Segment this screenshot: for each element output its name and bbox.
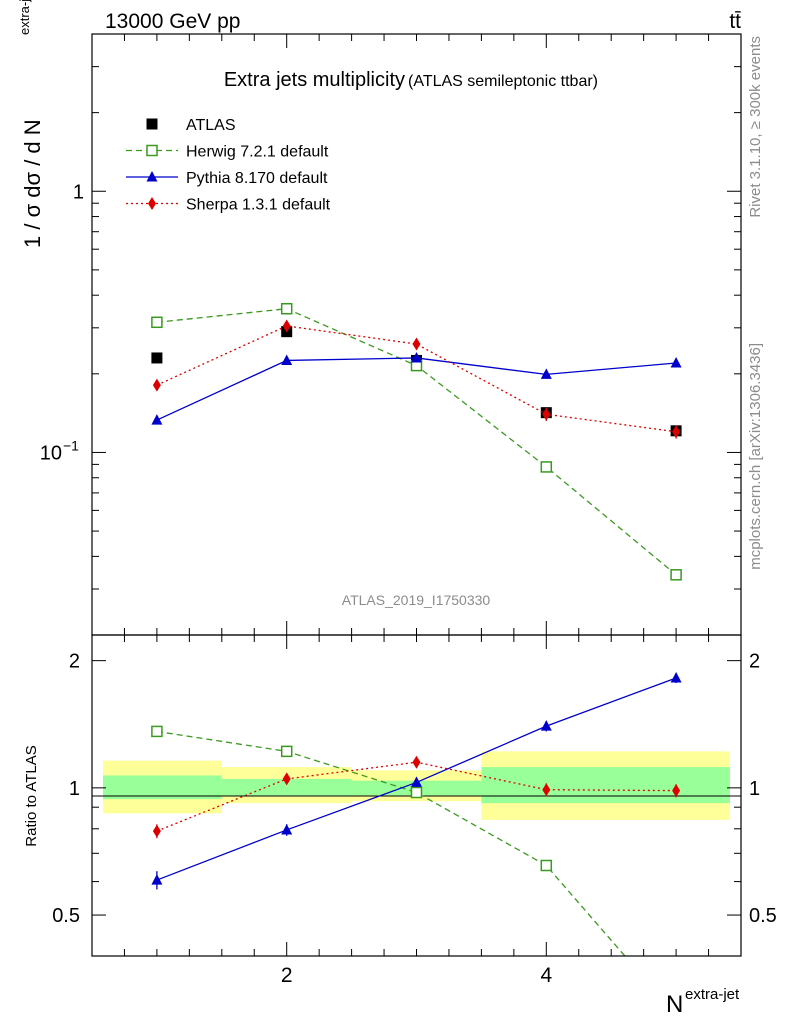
main-panel: 1 10 −1 Extra jets multiplicity (ATLAS sem… bbox=[17, 0, 742, 636]
ratio-band-inner-3 bbox=[481, 767, 730, 804]
main-point-2-2 bbox=[411, 351, 422, 363]
ratio-point-0-1 bbox=[280, 745, 293, 758]
legend-label-0: ATLAS bbox=[186, 117, 236, 134]
ratio-series-2 bbox=[152, 755, 681, 839]
legend: ATLAS Herwig 7.2.1 default Pythia 8.170 de… bbox=[126, 117, 331, 214]
main-point-2-4 bbox=[670, 357, 682, 368]
ratio-point-1-0 bbox=[151, 874, 163, 885]
main-ytick-label-0: 1 bbox=[73, 181, 84, 203]
ratio-ylabel: Ratio to ATLAS bbox=[23, 745, 40, 846]
main-point-1-3 bbox=[540, 461, 553, 473]
ratio-point-0-2 bbox=[410, 786, 423, 799]
main-point-3-2 bbox=[412, 337, 421, 351]
main-point-0-0 bbox=[151, 352, 163, 364]
ratio-point-0-3 bbox=[540, 859, 553, 872]
main-point-3-1 bbox=[282, 319, 291, 333]
main-subtitle: (ATLAS semileptonic ttbar) bbox=[408, 73, 598, 90]
ratio-point-2-4 bbox=[672, 784, 681, 798]
main-point-2-1 bbox=[281, 354, 293, 365]
legend-label-2: Pythia 8.170 default bbox=[186, 170, 328, 187]
analysis-label: ATLAS_2019_I1750330 bbox=[342, 592, 491, 608]
ratio-series-line-0 bbox=[156, 730, 626, 956]
main-point-1-0 bbox=[151, 316, 163, 329]
ratio-ytick-label-right-2: 2 bbox=[749, 651, 760, 673]
ratio-band-inner-1 bbox=[221, 778, 352, 797]
x-tick-label-0: 2 bbox=[281, 964, 293, 987]
ratio-series-0 bbox=[151, 725, 626, 956]
rivet-label: Rivet 3.1.10, ≥ 300k events bbox=[747, 36, 764, 218]
main-point-3-3 bbox=[542, 407, 551, 421]
main-title: Extra jets multiplicity bbox=[224, 69, 405, 91]
legend-marker-3 bbox=[148, 197, 156, 210]
energy-label: 13000 GeV pp bbox=[105, 10, 240, 33]
main-point-3-0 bbox=[152, 378, 161, 392]
ratio-ytick-label-right-1: 1 bbox=[749, 778, 760, 800]
legend-marker-1 bbox=[146, 144, 158, 157]
x-axis-label-superscript: extra-jet bbox=[685, 986, 740, 1003]
ratio-series-1 bbox=[151, 671, 682, 890]
ratio-ytick-label-right-0: 0.5 bbox=[749, 905, 777, 927]
ratio-point-1-2 bbox=[411, 776, 422, 787]
main-series-1 bbox=[151, 302, 682, 581]
main-point-1-1 bbox=[280, 302, 293, 315]
ratio-point-1-3 bbox=[540, 720, 552, 731]
x-axis-label: N bbox=[666, 991, 683, 1018]
main-point-1-4 bbox=[670, 569, 682, 581]
ratio-ytick-label-0: 0.5 bbox=[52, 905, 80, 927]
ratio-point-2-2 bbox=[412, 755, 421, 769]
main-ytick-label-1: 10 bbox=[40, 442, 62, 464]
ratio-band-inner-0 bbox=[103, 775, 222, 800]
legend-marker-0 bbox=[146, 118, 158, 130]
main-point-2-3 bbox=[540, 368, 552, 379]
ratio-point-2-3 bbox=[542, 783, 551, 797]
legend-label-1: Herwig 7.2.1 default bbox=[186, 144, 329, 161]
main-y-axis-label: 1 / σ dσ / d N extra-jet bbox=[17, 0, 45, 248]
main-ylabel: 1 / σ dσ / d N bbox=[20, 119, 45, 248]
mcplots-label: mcplots.cern.ch [arXiv:1306.3436] bbox=[747, 343, 764, 570]
ratio-ytick-label-1: 1 bbox=[69, 778, 80, 800]
legend-marker-2 bbox=[146, 171, 158, 182]
ratio-point-1-4 bbox=[670, 671, 682, 683]
ratio-point-2-1 bbox=[282, 772, 291, 786]
x-tick-label-1: 4 bbox=[540, 964, 552, 987]
main-point-2-0 bbox=[151, 414, 163, 425]
main-series-line-3 bbox=[156, 325, 677, 433]
process-label: tt̄ bbox=[729, 10, 741, 33]
ratio-panel: 0.5 0.5 1 1 2 2 2 4 Ratio to ATLAS N extra-jet bbox=[23, 634, 777, 1018]
main-series-3 bbox=[152, 319, 681, 439]
main-ylabel-superscript: extra-jet bbox=[17, 0, 32, 35]
ratio-point-0-0 bbox=[151, 725, 163, 738]
main-ytick-exp-1: −1 bbox=[63, 437, 79, 453]
ratio-ytick-label-2: 2 bbox=[69, 651, 80, 673]
main-point-3-4 bbox=[672, 425, 681, 439]
ratio-point-2-0 bbox=[152, 824, 161, 838]
main-series-2 bbox=[151, 351, 682, 425]
legend-label-3: Sherpa 1.3.1 default bbox=[186, 197, 331, 214]
ratio-point-1-1 bbox=[281, 823, 293, 835]
